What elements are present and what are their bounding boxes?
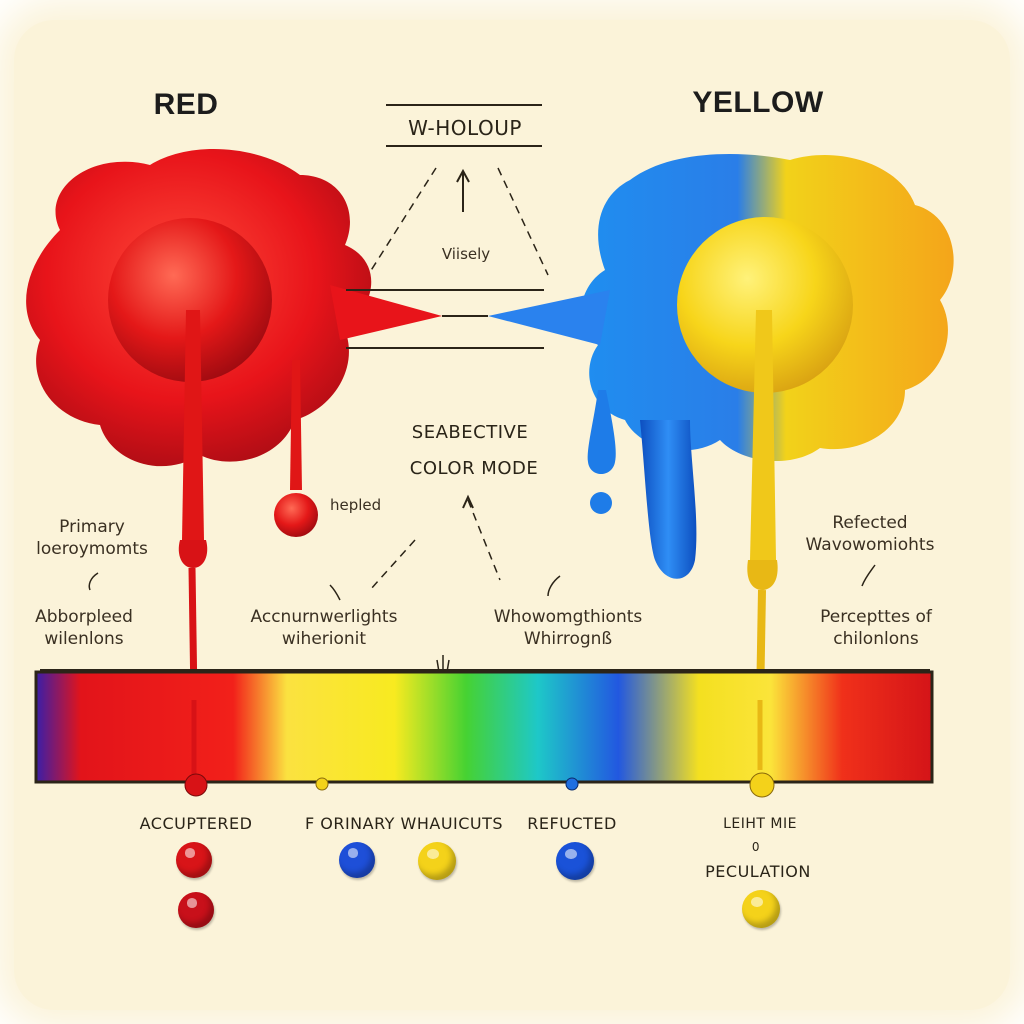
curved-arrow-icon <box>88 564 876 601</box>
note-left-top-line2: loeroymomts <box>36 539 148 559</box>
note-left-top-line1: Primary <box>59 517 125 537</box>
spectrum-markers <box>184 772 775 798</box>
yellow-title: YELLOW <box>692 86 824 119</box>
note-helped: hepled <box>330 496 382 514</box>
red-title: RED <box>153 88 219 121</box>
note-mid-left-line1: Accnurnwerlights <box>250 607 398 627</box>
yellow-paint-ball <box>677 217 853 393</box>
note-mid-right-line1: Whowomgthionts <box>493 607 643 627</box>
note-right-bottom-line1: Percepttes of <box>820 607 932 627</box>
top-box-label: W-HOLOUP <box>408 116 522 140</box>
note-right-top: Refected Wavowomiohts <box>806 512 935 556</box>
center-label-line1: SEABECTIVE <box>411 422 529 443</box>
note-mid-right: Whowomgthionts Whirrognß <box>494 606 643 650</box>
label-perception: PECULATION <box>705 862 811 881</box>
note-mid-left-line2: wiherionit <box>281 629 367 649</box>
yellow-dot <box>418 842 456 880</box>
label-light-mix: LEIHT MIE <box>723 816 797 832</box>
note-left-top: Primary loeroymomts <box>36 516 148 560</box>
note-left-bottom-line2: wilenlons <box>44 629 124 649</box>
color-spectrum-bar <box>34 655 934 790</box>
blue-dot <box>556 842 594 880</box>
yellow-dot <box>742 890 780 928</box>
note-mid-right-line2: Whirrognß <box>523 629 613 649</box>
blue-dot <box>339 842 375 878</box>
connector-lines <box>346 104 549 591</box>
top-box-sub: Viisely <box>441 245 491 263</box>
note-right-bottom: Percepttes of chilonlons <box>820 606 932 650</box>
label-reflected: REFUCTED <box>527 814 617 833</box>
label-light-mix-sub: 0 <box>751 840 761 854</box>
red-dot <box>178 892 214 928</box>
blue-drips <box>587 390 697 579</box>
red-paint-ball <box>108 218 272 382</box>
red-dot <box>176 842 212 878</box>
label-absorbed: ACCUPTERED <box>139 814 253 833</box>
note-right-top-line1: Refected <box>832 513 908 533</box>
note-mid-left: Accnurnwerlights wiherionit <box>251 606 398 650</box>
note-left-bottom: Abborpleed wilenlons <box>35 606 133 650</box>
note-right-top-line2: Wavowomiohts <box>805 535 935 555</box>
note-left-bottom-line1: Abborpleed <box>35 607 133 627</box>
note-right-bottom-line2: chilonlons <box>833 629 919 649</box>
center-label-line2: COLOR MODE <box>409 458 539 479</box>
label-primary: F ORINARY WHAUICUTS <box>304 814 504 833</box>
up-arrow-icon <box>456 168 474 509</box>
